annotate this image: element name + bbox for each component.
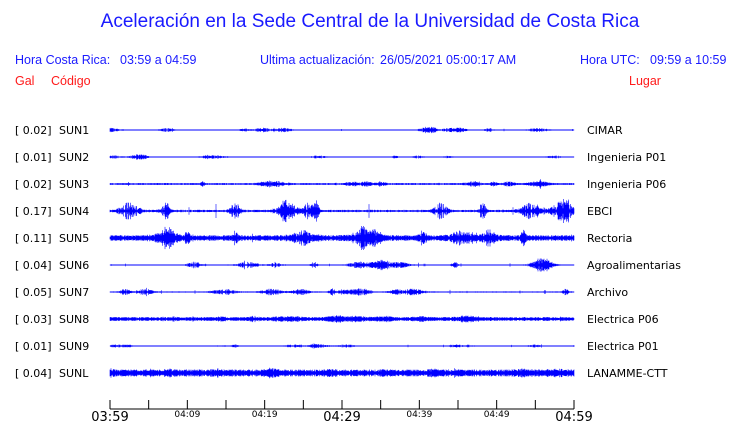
x-tick-label: 03:59 (91, 410, 128, 423)
station-code: SUN4 (59, 205, 89, 218)
station-code: SUN2 (59, 151, 89, 164)
local-time-label: Hora Costa Rica: (15, 53, 111, 67)
station-code: SUN6 (59, 259, 89, 272)
code-column-header: Código (51, 74, 91, 88)
x-tick-label: 04:09 (174, 410, 200, 420)
station-code: SUN3 (59, 178, 89, 191)
page-title: Aceleración en la Sede Central de la Uni… (100, 11, 640, 32)
gal-value: [ 0.02] (15, 124, 52, 137)
update-label: Ultima actualización: (260, 53, 375, 67)
seismic-trace-sun9 (109, 343, 575, 349)
station-place: Archivo (587, 286, 628, 299)
seismic-trace-sun2 (109, 154, 575, 160)
x-tick-label: 04:39 (406, 410, 432, 420)
station-code: SUN9 (59, 340, 89, 353)
gal-value: [ 0.04] (15, 259, 52, 272)
place-column-header: Lugar (629, 74, 661, 88)
seismic-trace-sunl (109, 367, 575, 379)
station-place: Electrica P06 (587, 313, 659, 326)
station-place: Ingenieria P01 (587, 151, 666, 164)
station-place: Ingenieria P06 (587, 178, 666, 191)
station-code: SUN7 (59, 286, 89, 299)
gal-value: [ 0.05] (15, 286, 52, 299)
gal-value: [ 0.04] (15, 367, 52, 380)
gal-value: [ 0.03] (15, 313, 52, 326)
seismic-trace-sun1 (109, 126, 575, 134)
local-time-range: 03:59 a 04:59 (120, 53, 197, 67)
station-place: Electrica P01 (587, 340, 659, 353)
x-tick-label: 04:19 (252, 410, 278, 420)
utc-time-range: 09:59 a 10:59 (650, 53, 727, 67)
station-code: SUN1 (59, 124, 89, 137)
seismic-trace-sun6 (109, 258, 575, 272)
gal-value: [ 0.02] (15, 178, 52, 191)
gal-value: [ 0.01] (15, 151, 52, 164)
x-tick-label: 04:49 (484, 410, 510, 420)
x-tick-label: 04:59 (555, 410, 592, 423)
station-place: EBCI (587, 205, 612, 218)
station-place: CIMAR (587, 124, 623, 137)
update-value: 26/05/2021 05:00:17 AM (380, 53, 517, 67)
station-place: Agroalimentarias (587, 259, 681, 272)
utc-time-label: Hora UTC: (580, 53, 640, 67)
station-code: SUN8 (59, 313, 89, 326)
station-place: LANAMME-CTT (587, 367, 668, 380)
gal-column-header: Gal (15, 74, 35, 88)
seismic-trace-sun8 (109, 315, 575, 323)
gal-value: [ 0.01] (15, 340, 52, 353)
seismic-trace-sun7 (109, 287, 575, 297)
gal-value: [ 0.17] (15, 205, 52, 218)
x-tick-label: 04:29 (323, 410, 360, 423)
seismic-trace-sun4 (109, 199, 575, 223)
gal-value: [ 0.11] (15, 232, 52, 245)
station-code: SUN5 (59, 232, 89, 245)
seismic-trace-sun5 (109, 226, 575, 250)
station-code: SUNL (59, 367, 89, 380)
seismic-trace-sun3 (109, 179, 575, 189)
station-place: Rectoria (587, 232, 632, 245)
